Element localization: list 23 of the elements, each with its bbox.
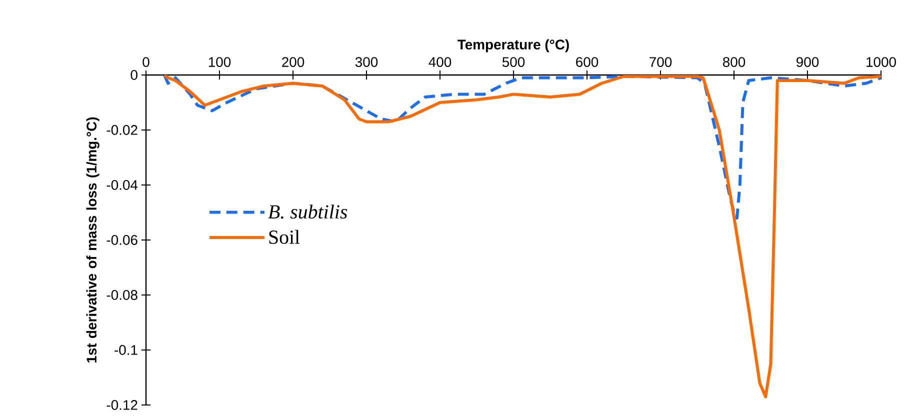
x-tick-label: 200 [282, 57, 304, 67]
x-tick-label: 100 [208, 57, 231, 67]
x-tick-label: 0 [142, 57, 150, 67]
y-axis-title: 1st derivative of mass loss (1/mg.°C) [86, 117, 100, 362]
x-tick-label: 500 [502, 57, 525, 67]
y-tick-label: -0.04 [106, 180, 138, 190]
x-axis-title: Temperature (°C) [458, 39, 569, 52]
x-tick-label: 600 [576, 57, 598, 67]
legend-label: B. subtilis [268, 204, 348, 219]
y-tick-label: -0.08 [106, 290, 138, 300]
x-tick-label: 800 [722, 57, 746, 67]
y-tick-label: -0.02 [106, 125, 138, 135]
y-tick-label: -0.12 [106, 400, 138, 410]
x-tick-label: 700 [650, 57, 672, 67]
y-tick-label: -0.1 [114, 345, 138, 355]
x-tick-label: 300 [355, 57, 378, 67]
y-tick-label: -0.06 [106, 235, 138, 245]
legend-label: Soil [269, 230, 300, 244]
line-series [162, 74, 882, 220]
x-tick-label: 400 [428, 57, 452, 67]
x-tick-label: 900 [796, 57, 819, 67]
x-tick-label: 1000 [866, 57, 896, 67]
y-tick-label: 0 [130, 70, 138, 80]
